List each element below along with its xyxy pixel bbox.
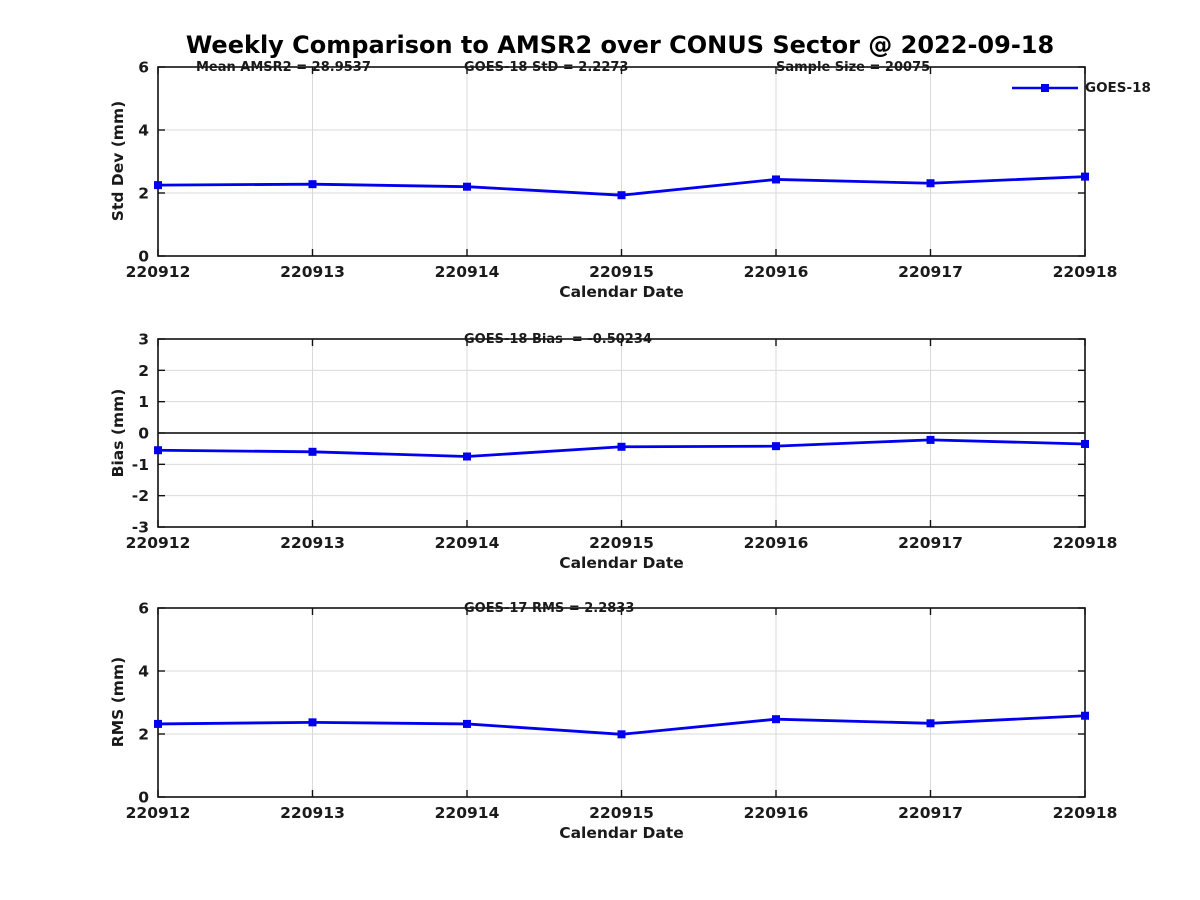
x-tick-label: 220915	[589, 263, 654, 281]
y-tick-label: 0	[138, 248, 149, 266]
data-point-marker	[463, 452, 471, 461]
y-tick-label: -3	[132, 519, 149, 537]
y-tick-label: 3	[138, 331, 149, 349]
y-axis-label-rms: RMS (mm)	[109, 656, 127, 748]
legend-label: GOES-18	[1085, 80, 1151, 96]
x-tick-label: 220917	[898, 534, 963, 552]
data-point-marker	[772, 715, 780, 724]
x-tick-label: 220913	[280, 804, 345, 822]
annotation-sample-size: Sample Size = 20075	[776, 60, 931, 75]
data-point-marker	[154, 446, 162, 455]
y-tick-label: 0	[138, 789, 149, 807]
y-tick-label: 6	[138, 600, 149, 618]
x-tick-label: 220915	[589, 534, 654, 552]
y-tick-label: 6	[138, 59, 149, 77]
x-tick-label: 220914	[435, 534, 500, 552]
y-axis-label-bias: Bias (mm)	[109, 388, 127, 478]
y-tick-label: 2	[138, 185, 149, 203]
x-tick-label: 220913	[280, 534, 345, 552]
x-tick-label: 220916	[744, 534, 809, 552]
data-point-marker	[926, 435, 935, 444]
y-tick-label: -2	[132, 487, 149, 505]
annotation-mean-amsr2: Mean AMSR2 = 28.9537	[196, 60, 371, 75]
data-point-marker	[772, 175, 780, 184]
x-tick-label: 220912	[126, 804, 191, 822]
data-point-marker	[463, 182, 471, 191]
x-axis-label-bias: Calendar Date	[559, 554, 684, 572]
data-point-marker	[617, 442, 626, 451]
y-tick-label: 0	[138, 425, 149, 443]
x-tick-label: 220916	[744, 804, 809, 822]
y-tick-label: 1	[138, 393, 149, 411]
x-tick-label: 220912	[126, 534, 191, 552]
x-tick-label: 220912	[126, 263, 191, 281]
annotation-goes17-rms: GOES-17 RMS = 2.2833	[464, 601, 635, 616]
data-point-marker	[1081, 439, 1089, 448]
y-tick-label: 4	[138, 663, 149, 681]
annotation-goes18-bias: GOES-18 Bias = -0.50234	[464, 332, 652, 347]
data-point-marker	[1081, 172, 1089, 181]
data-point-marker	[308, 447, 317, 456]
annotation-goes18-std: GOES-18 StD = 2.2273	[464, 60, 629, 75]
x-tick-label: 220918	[1053, 263, 1118, 281]
y-tick-label: 2	[138, 726, 149, 744]
data-point-marker	[617, 730, 626, 739]
x-tick-label: 220915	[589, 804, 654, 822]
x-tick-label: 220914	[435, 263, 500, 281]
data-point-marker	[308, 718, 317, 727]
x-tick-label: 220914	[435, 804, 500, 822]
x-tick-label: 220918	[1053, 534, 1118, 552]
x-tick-label: 220917	[898, 804, 963, 822]
data-point-marker	[308, 180, 317, 189]
x-axis-label-rms: Calendar Date	[559, 824, 684, 842]
data-point-marker	[463, 719, 471, 728]
y-tick-label: -1	[132, 456, 149, 474]
x-tick-label: 220918	[1053, 804, 1118, 822]
page-title: Weekly Comparison to AMSR2 over CONUS Se…	[185, 31, 1055, 59]
data-point-marker	[926, 719, 935, 728]
data-point-marker	[154, 181, 162, 190]
data-point-marker	[617, 191, 626, 200]
x-tick-label: 220913	[280, 263, 345, 281]
data-point-marker	[772, 442, 780, 451]
y-tick-label: 4	[138, 122, 149, 140]
y-axis-label-stddev: Std Dev (mm)	[109, 100, 127, 222]
legend-line-marker-icon	[1012, 84, 1078, 92]
legend: GOES-18	[1012, 80, 1151, 96]
data-point-marker	[1081, 711, 1089, 720]
y-tick-label: 2	[138, 362, 149, 380]
x-tick-label: 220916	[744, 263, 809, 281]
x-tick-label: 220917	[898, 263, 963, 281]
x-axis-label-stddev: Calendar Date	[559, 283, 684, 301]
data-point-marker	[154, 719, 162, 728]
data-point-marker	[926, 179, 935, 188]
